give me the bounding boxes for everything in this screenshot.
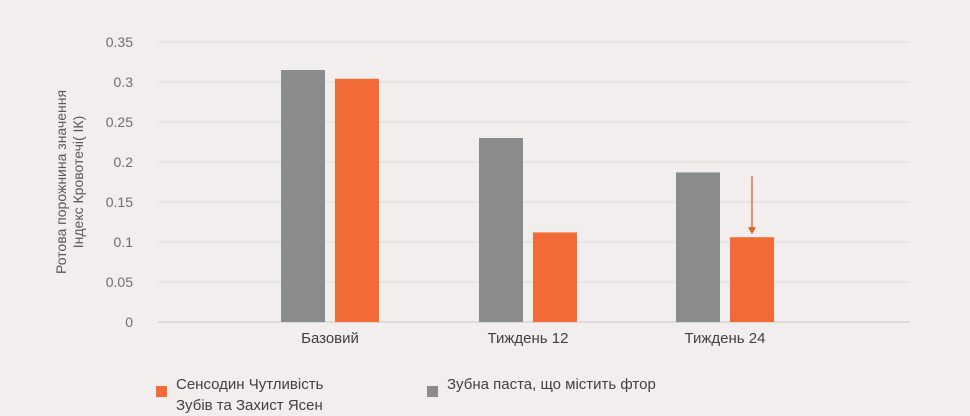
legend-swatch-sensodyne bbox=[156, 386, 167, 397]
x-category-label: Тиждень 12 bbox=[488, 330, 569, 347]
y-tick-label: 0.05 bbox=[106, 274, 133, 290]
annotation-arrow-head bbox=[748, 227, 756, 235]
legend-item-sensodyne: Сенсодин Чутливість Зубів та Захист Ясен bbox=[156, 374, 323, 416]
y-axis-label-line: Індекс Кровотечі( ІК) bbox=[70, 116, 86, 248]
legend-label-line: Зубна паста, що містить фтор bbox=[447, 376, 656, 393]
bar-sensodyne bbox=[335, 78, 379, 322]
legend-item-fluoride: Зубна паста, що містить фтор bbox=[427, 374, 656, 397]
y-tick-label: 0.3 bbox=[114, 74, 134, 90]
bar-fluoride bbox=[676, 172, 720, 322]
legend: Сенсодин Чутливість Зубів та Захист Ясен… bbox=[0, 374, 970, 416]
legend-label-sensodyne: Сенсодин Чутливість Зубів та Захист Ясен bbox=[176, 374, 323, 416]
y-axis-label-line: Ротова порожнина значення bbox=[53, 90, 69, 274]
y-tick-label: 0.35 bbox=[106, 34, 133, 50]
x-category-label: Тиждень 24 bbox=[685, 330, 766, 347]
bar-fluoride bbox=[479, 138, 523, 322]
y-tick-label: 0.25 bbox=[106, 114, 133, 130]
bar-fluoride bbox=[281, 70, 325, 322]
legend-label-line: Сенсодин Чутливість bbox=[176, 376, 324, 393]
chart-svg: 0 0.05 0.1 0.15 0.2 0.25 0.3 0.35 Ротова порожни… bbox=[53, 34, 910, 347]
legend-label-line: Зубів та Захист Ясен bbox=[176, 397, 323, 414]
legend-label-fluoride: Зубна паста, що містить фтор bbox=[447, 374, 656, 395]
y-axis-label: Ротова порожнина значенняІндекс Кровотеч… bbox=[53, 90, 86, 274]
y-tick-label: 0.1 bbox=[114, 234, 134, 250]
bar-sensodyne bbox=[730, 237, 774, 322]
x-category-label: Базовий bbox=[301, 330, 359, 347]
y-tick-label: 0.2 bbox=[114, 154, 134, 170]
y-tick-label: 0.15 bbox=[106, 194, 133, 210]
bar-sensodyne bbox=[533, 232, 577, 322]
y-tick-label: 0 bbox=[125, 314, 133, 330]
legend-swatch-fluoride bbox=[427, 386, 438, 397]
